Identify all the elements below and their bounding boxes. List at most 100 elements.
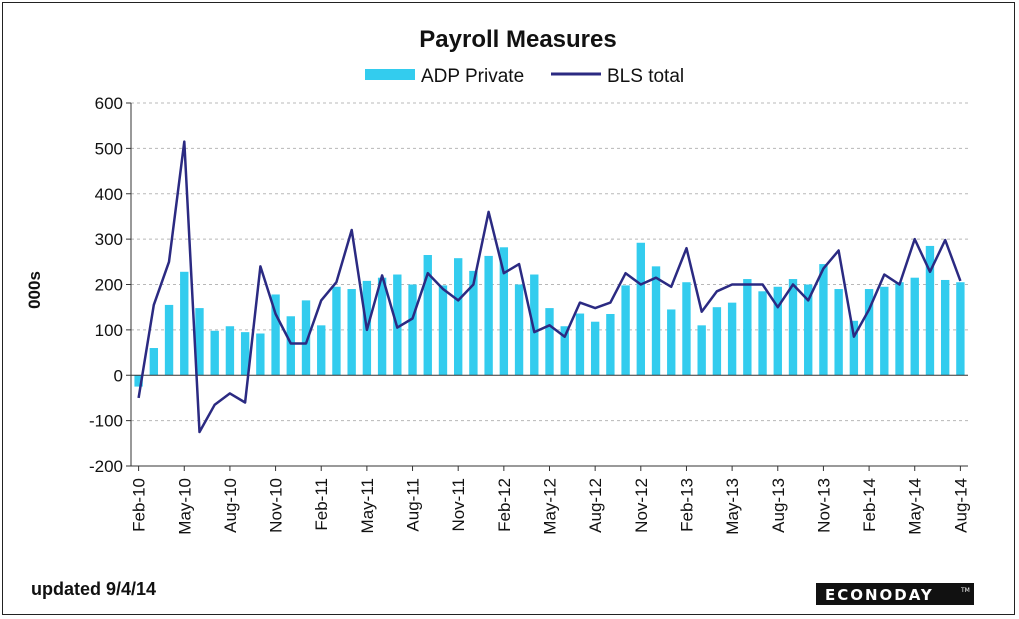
adp-bar [469,270,478,376]
x-tick-label: Feb-14 [860,478,879,532]
adp-bar [332,286,341,376]
adp-bar [545,308,554,376]
adp-bar [149,348,159,376]
adp-bar [864,289,874,376]
adp-bar [423,255,432,376]
y-tick-label: 500 [95,139,123,158]
adp-bar [758,291,767,376]
y-tick-label: 200 [95,276,123,295]
x-tick-label: Aug-11 [404,478,423,532]
adp-bar [895,282,904,376]
adp-bar [606,313,615,376]
adp-bar [621,285,630,376]
adp-bar [317,325,326,376]
x-tick-label: Feb-13 [677,478,696,532]
adp-bar [484,255,493,376]
adp-bar [956,282,965,376]
adp-bar [195,308,204,376]
adp-bar [651,266,661,376]
adp-bars [134,242,965,387]
adp-bar [560,326,569,376]
adp-bar [377,277,387,376]
adp-bar [286,316,295,376]
adp-bar [880,286,889,376]
x-tick-label: Nov-13 [814,478,833,533]
adp-bar [180,271,189,376]
adp-bar [834,289,843,376]
adp-bar [849,320,859,376]
x-tick-label: May-12 [541,478,560,535]
adp-bar [712,307,722,376]
x-tick-label: Feb-11 [312,478,331,531]
adp-bar [819,264,828,376]
legend-swatch-adp [365,69,415,80]
x-tick-label: Nov-11 [449,478,468,532]
adp-bar [575,313,585,376]
adp-bar [530,274,539,376]
adp-bar [727,302,737,376]
adp-bar [240,332,250,376]
adp-bar [514,284,524,376]
updated-note: updated 9/4/14 [31,579,156,599]
axes [126,102,968,471]
adp-bar [910,277,919,376]
svg-text:TM: TM [960,587,970,594]
adp-bar [804,284,813,376]
adp-bar [788,279,798,376]
y-tick-label: 300 [95,230,123,249]
x-tick-label: Aug-12 [586,478,605,533]
legend-label-bls: BLS total [607,66,684,87]
x-tick-label: May-10 [175,478,194,535]
econoday-logo: ECONODAY TM [816,583,974,605]
adp-bar [271,294,280,376]
adp-bar [256,333,265,376]
adp-bar [940,279,950,376]
y-tick-label: 400 [95,185,123,204]
y-tick-label: 0 [114,366,123,385]
y-tick-labels: -200 -100 0 100 200 300 400 500 600 [89,94,123,476]
y-tick-label: -200 [89,457,123,476]
x-tick-label: Nov-10 [267,478,286,533]
adp-bar [408,284,417,376]
payroll-chart: Payroll Measures ADP Private BLS total 0… [25,26,974,605]
adp-bar [925,245,935,376]
adp-bar [667,309,676,376]
y-tick-label: 600 [95,94,123,113]
adp-bar [743,279,752,376]
chart-title: Payroll Measures [419,26,616,53]
adp-bar [210,330,219,376]
grid-lines [131,102,968,422]
adp-bar [590,321,600,376]
adp-bar [301,300,311,376]
adp-bar [225,326,235,376]
bls-line [137,140,962,434]
x-tick-label: May-13 [723,478,742,535]
adp-bar [697,325,706,376]
logo-text: ECONODAY [825,586,934,604]
x-tick-labels: Feb-10 May-10 Aug-10 Nov-10 Feb-11 May-11 Aug-… [130,478,971,535]
legend-label-adp: ADP Private [421,66,524,87]
x-tick-label: Aug-10 [221,478,240,533]
x-tick-label: Feb-10 [130,478,149,532]
adp-bar [636,242,645,376]
adp-bar [499,247,509,376]
chart-legend: ADP Private BLS total [365,66,684,87]
adp-bar [438,285,448,376]
x-tick-label: Feb-12 [495,478,514,532]
y-axis-label: 000s [25,271,44,309]
x-tick-label: Nov-12 [632,478,651,533]
adp-bar [773,286,782,376]
x-tick-label: May-14 [906,478,925,535]
adp-bar [682,282,691,376]
adp-bar [134,375,143,387]
y-tick-label: -100 [89,412,123,431]
adp-bar [347,289,356,376]
x-tick-label: Aug-14 [951,478,970,533]
bls-line-series [137,140,962,434]
x-tick-label: Aug-13 [769,478,788,533]
adp-bar [164,304,174,376]
y-tick-label: 100 [95,321,123,340]
adp-bar [454,258,463,376]
x-tick-label: May-11 [358,478,377,533]
